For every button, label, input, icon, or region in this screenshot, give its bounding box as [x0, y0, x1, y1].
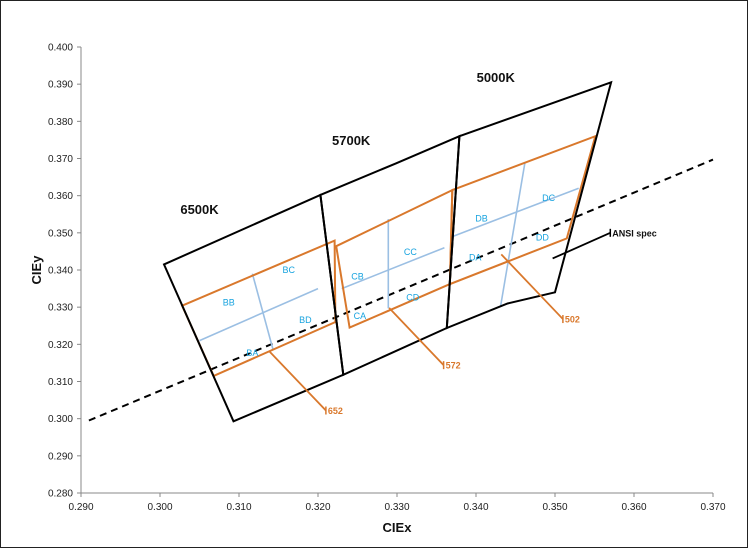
- ansi-region-6500k: [162, 193, 345, 423]
- callout-line: [500, 253, 564, 320]
- callout-label: 502: [565, 315, 580, 325]
- bin-label: BD: [299, 315, 312, 325]
- callout-line: [268, 350, 327, 412]
- y-tick-label: 0.390: [48, 80, 73, 91]
- y-tick-label: 0.320: [48, 340, 73, 351]
- y-tick-label: 0.300: [48, 414, 73, 425]
- cct-label: 5700K: [332, 133, 371, 148]
- bin-divider-line: [199, 287, 319, 342]
- bin-divider-line: [251, 273, 274, 350]
- y-tick-label: 0.330: [48, 303, 73, 314]
- x-tick-label: 0.300: [147, 502, 172, 513]
- callout-line: [388, 307, 445, 366]
- x-tick-label: 0.370: [700, 502, 725, 513]
- plot-layer: [88, 80, 714, 423]
- y-tick-label: 0.310: [48, 377, 73, 388]
- cct-label: 6500K: [180, 202, 219, 217]
- y-tick-label: 0.340: [48, 266, 73, 277]
- x-tick-label: 0.350: [542, 502, 567, 513]
- bin-quad-c: [335, 188, 454, 330]
- callout-line: [552, 232, 611, 260]
- bin-label: DA: [469, 253, 482, 263]
- ansi-region-5000k: [445, 80, 613, 330]
- x-tick-label: 0.320: [305, 502, 330, 513]
- bin-label: DD: [536, 232, 549, 242]
- callout-label: 572: [446, 361, 461, 371]
- callout-label: 652: [328, 406, 343, 416]
- y-tick-label: 0.400: [48, 43, 73, 54]
- labels-layer: 652 572 502 ANSI spec 6500K 5700K 5000K BB BC BA B…: [180, 70, 656, 416]
- y-tick-label: 0.370: [48, 154, 73, 165]
- bin-divider-line: [452, 187, 579, 238]
- bin-label: CC: [404, 247, 417, 257]
- bin-quad-d: [448, 134, 597, 286]
- x-tick-label: 0.310: [226, 502, 251, 513]
- ansi-region-5700k: [319, 134, 461, 377]
- bin-label: DC: [542, 193, 555, 203]
- y-tick-label: 0.360: [48, 191, 73, 202]
- x-tick-label: 0.290: [68, 502, 93, 513]
- bin-label: BB: [223, 298, 235, 308]
- bin-label: BC: [283, 265, 296, 275]
- bin-label: DB: [475, 214, 488, 224]
- bin-label: CB: [351, 272, 364, 282]
- axes-layer: 0.290 0.300 0.310 0.320 0.330 0.340 0.350 0.360…: [29, 43, 726, 536]
- x-tick-label: 0.360: [621, 502, 646, 513]
- y-tick-label: 0.350: [48, 228, 73, 239]
- cct-label: 5000K: [477, 70, 516, 85]
- bin-label: CA: [354, 311, 367, 321]
- y-axis-title: CIEy: [29, 255, 44, 285]
- x-tick-label: 0.340: [463, 502, 488, 513]
- bin-divider-line: [499, 162, 526, 307]
- x-tick-label: 0.330: [384, 502, 409, 513]
- bin-label: BA: [246, 348, 258, 358]
- black-body-line: [88, 158, 714, 422]
- bin-divider-line: [341, 246, 445, 290]
- x-axis-title: CIEx: [383, 520, 413, 535]
- y-tick-label: 0.380: [48, 117, 73, 128]
- y-tick-label: 0.290: [48, 451, 73, 462]
- bin-label: CD: [406, 292, 419, 302]
- y-tick-label: 0.280: [48, 489, 73, 500]
- callout-label: ANSI spec: [612, 228, 657, 238]
